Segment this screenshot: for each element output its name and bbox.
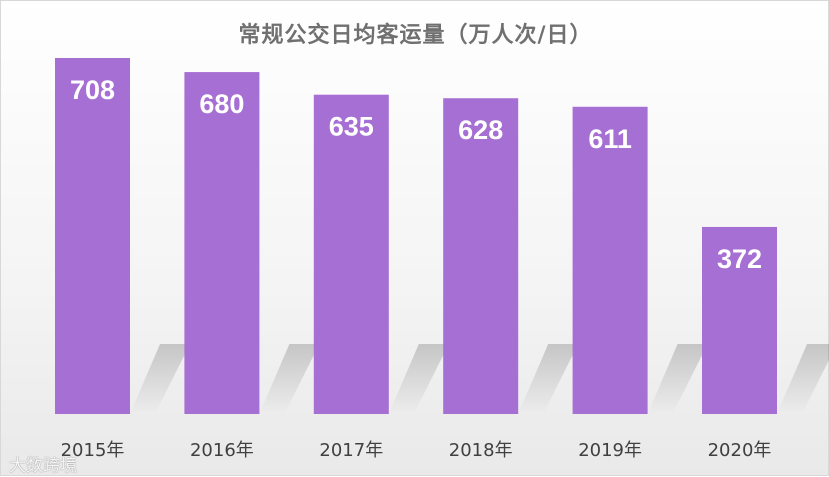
bar-shadow: [130, 344, 190, 414]
bar-shadow: [259, 344, 320, 414]
data-label: 635: [329, 112, 374, 142]
x-tick-label: 2015年: [61, 440, 125, 461]
bar-2016年: [184, 72, 260, 414]
watermark: 大数跨境: [9, 456, 77, 476]
data-label: 372: [717, 244, 762, 274]
bar-2019年: [572, 106, 648, 414]
data-label: 680: [199, 89, 244, 119]
bar-2017年: [313, 94, 389, 415]
bar-shadow: [518, 344, 579, 414]
x-tick-label: 2018年: [449, 440, 513, 461]
bar-shadow: [777, 344, 829, 414]
data-label: 708: [70, 75, 115, 105]
x-tick-label: 2017年: [319, 440, 383, 461]
bar-2018年: [443, 98, 519, 415]
x-tick-label: 2020年: [708, 440, 772, 461]
x-tick-label: 2016年: [190, 440, 254, 461]
bar-2020年: [702, 226, 777, 414]
data-label: 628: [458, 115, 503, 145]
bar-shadow: [647, 344, 708, 414]
x-tick-label: 2019年: [578, 440, 642, 461]
data-label: 611: [588, 124, 632, 154]
bar-shadow: [388, 344, 449, 414]
bar-2015年: [55, 58, 130, 414]
chart-title: 常规公交日均客运量（万人次/日）: [238, 23, 593, 48]
